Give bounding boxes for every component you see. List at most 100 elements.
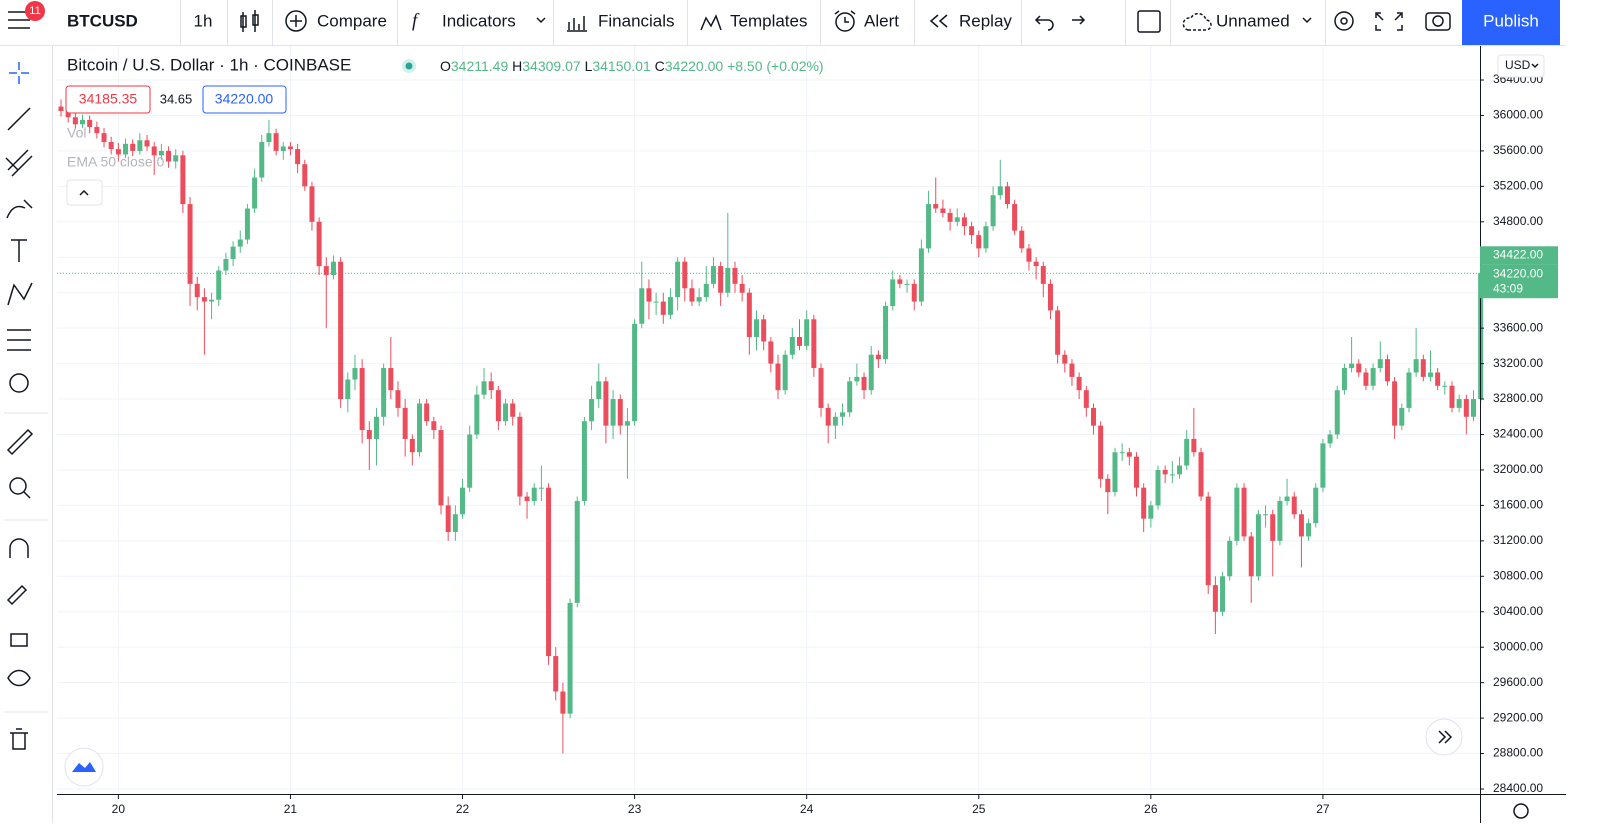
toolbar-item[interactable]: Templates xyxy=(730,11,807,30)
candle-body xyxy=(667,297,673,315)
candle-body xyxy=(961,217,967,227)
fullscreen-icon[interactable] xyxy=(1375,12,1403,31)
candle-body xyxy=(1320,443,1326,488)
candle-body xyxy=(1263,514,1269,516)
candle-body xyxy=(1255,514,1261,577)
chart-type-icon[interactable] xyxy=(240,10,259,32)
currency-button[interactable] xyxy=(1497,54,1545,78)
candle-body xyxy=(1169,474,1175,476)
pattern-tool[interactable] xyxy=(7,282,33,306)
undo-icon[interactable] xyxy=(1034,15,1054,31)
magnet-tool[interactable] xyxy=(9,538,29,558)
interval[interactable]: 1h xyxy=(194,11,213,30)
candle-body xyxy=(954,217,960,222)
candle-body xyxy=(259,142,265,178)
candle-body xyxy=(510,403,516,417)
candle-body xyxy=(1177,465,1183,475)
candle-body xyxy=(660,301,666,315)
candle-body xyxy=(302,164,308,187)
cloud-icon xyxy=(1182,12,1212,31)
candle-body xyxy=(1155,469,1161,506)
candle-body xyxy=(87,119,93,127)
buy-box[interactable] xyxy=(202,85,287,114)
y-tick-label: 33200.00 xyxy=(1493,356,1543,370)
y-tick-label: 34800.00 xyxy=(1493,214,1543,228)
candle-body xyxy=(553,656,559,692)
fib-tool[interactable] xyxy=(5,149,33,177)
indicator-label[interactable]: EMA 50 close 0 xyxy=(67,154,164,170)
candle-body xyxy=(1062,354,1068,364)
candles-layer xyxy=(58,99,1484,754)
candle-body xyxy=(703,283,709,298)
ohlc-value: 34150.01 xyxy=(592,58,651,74)
toolbar-item[interactable]: Indicators xyxy=(442,11,516,30)
crosshair-tool[interactable] xyxy=(9,62,29,84)
y-tick-label: 32800.00 xyxy=(1493,391,1543,405)
trash-tool[interactable] xyxy=(10,728,28,750)
stay-drawing-tool[interactable] xyxy=(6,584,28,606)
spread: 34.65 xyxy=(160,91,193,106)
lock-tool[interactable] xyxy=(10,633,28,647)
layout-icon[interactable] xyxy=(1137,10,1161,33)
candle-body xyxy=(1356,363,1362,373)
candle-body xyxy=(1040,266,1046,284)
candle-body xyxy=(646,288,652,302)
badge xyxy=(25,1,45,21)
y-tick-label: 32400.00 xyxy=(1493,427,1543,441)
candle-body xyxy=(1349,363,1355,369)
settings-core xyxy=(1340,17,1348,25)
candle-body xyxy=(832,416,838,426)
candle-body xyxy=(1313,487,1319,524)
line-tool[interactable] xyxy=(7,107,31,131)
indicator-label[interactable]: Vol xyxy=(67,125,86,141)
toolbar-item[interactable]: Alert xyxy=(864,11,899,30)
candle-body xyxy=(158,150,164,156)
logo-button[interactable] xyxy=(64,747,104,787)
icons-tool[interactable] xyxy=(9,373,29,393)
prediction-tool[interactable] xyxy=(7,329,31,351)
candle-body xyxy=(538,487,544,489)
publish-button[interactable] xyxy=(1462,0,1560,45)
candle-body xyxy=(983,226,989,249)
settings-icon[interactable] xyxy=(1334,11,1354,31)
candle-body xyxy=(1090,407,1096,426)
layout-name[interactable]: Unnamed xyxy=(1216,11,1290,30)
toolbar-item[interactable]: Compare xyxy=(317,11,387,30)
candle-body xyxy=(402,407,408,439)
brush-tool[interactable] xyxy=(6,199,33,219)
candle-body xyxy=(997,186,1003,196)
candle-body xyxy=(273,133,279,151)
axis-settings-icon[interactable] xyxy=(1513,803,1529,819)
candle-body xyxy=(1291,496,1297,515)
candle-body xyxy=(739,283,745,293)
candle-body xyxy=(1141,487,1147,519)
toolbar-item[interactable]: Replay xyxy=(959,11,1012,30)
candle-body xyxy=(1463,399,1469,417)
buy-price: 34220.00 xyxy=(215,91,274,107)
alert-icon xyxy=(835,12,855,32)
compare-icon xyxy=(285,10,307,32)
candle-body xyxy=(840,412,846,417)
candle-body xyxy=(1227,540,1233,577)
toolbar-item[interactable]: Financials xyxy=(598,11,675,30)
candle-body xyxy=(804,319,810,346)
y-tick-label: 31600.00 xyxy=(1493,498,1543,512)
candle-body xyxy=(1427,372,1433,377)
redo-icon[interactable] xyxy=(1072,15,1086,25)
snapshot-icon[interactable] xyxy=(1425,12,1451,31)
sell-box[interactable] xyxy=(65,85,151,114)
candle-body xyxy=(1055,310,1061,355)
candle-body xyxy=(976,235,982,249)
candle-body xyxy=(488,381,494,391)
hide-tool[interactable] xyxy=(7,669,31,687)
symbol[interactable]: BTCUSD xyxy=(67,11,138,30)
menu-button[interactable]: 11 xyxy=(8,1,45,29)
candle-body xyxy=(287,146,293,150)
candle-body xyxy=(366,430,372,439)
measure-tool[interactable] xyxy=(6,428,34,456)
zoom-tool[interactable] xyxy=(9,477,27,495)
candle-body xyxy=(144,140,150,147)
y-tick-label: 28400.00 xyxy=(1493,781,1543,795)
text-tool[interactable] xyxy=(11,239,27,262)
candle-body xyxy=(1420,359,1426,377)
